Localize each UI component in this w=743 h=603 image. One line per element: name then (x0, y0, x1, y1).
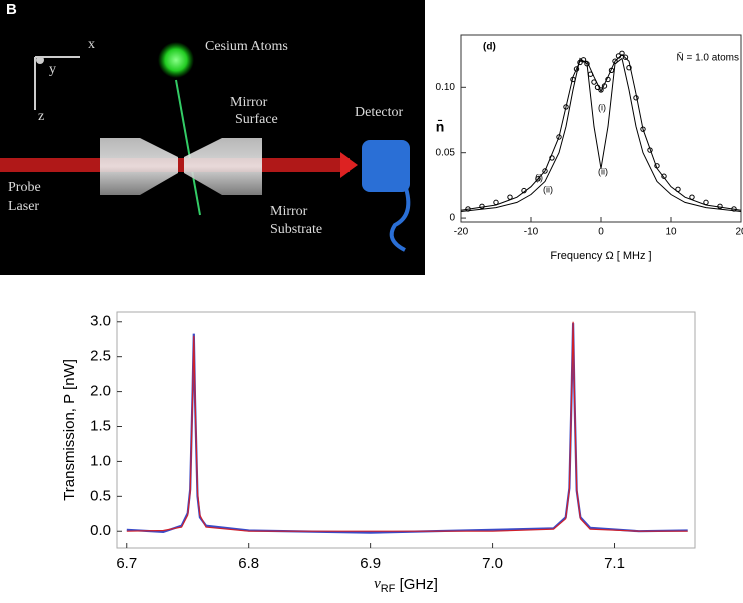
data-point (556, 134, 562, 140)
label: Probe (8, 180, 41, 195)
y-tick-label: 0.05 (436, 147, 456, 158)
series-line (460, 57, 742, 212)
data-point (521, 187, 527, 194)
axis-label: x (88, 37, 95, 52)
x-tick-label: 6.7 (116, 555, 137, 572)
x-axis-label: νRF [GHz] (374, 576, 438, 595)
y-tick-label: 3.0 (90, 313, 111, 330)
y-axis-label: n̄ (436, 118, 445, 135)
y-tick-label: 0.5 (90, 487, 111, 504)
data-point (594, 84, 601, 91)
data-point (615, 53, 622, 59)
label: Mirror (270, 204, 308, 219)
mirror (184, 138, 262, 195)
background (0, 0, 425, 275)
cable (389, 184, 411, 252)
x-tick-label: 0 (598, 227, 604, 238)
data-point (479, 203, 485, 210)
data-point (661, 173, 667, 179)
y-tick-label: 2.5 (90, 348, 111, 365)
series-line (126, 323, 688, 534)
y-axis-label: Transmission, P [nW] (61, 359, 78, 501)
x-tick-label: 20 (735, 227, 743, 238)
detector-box (362, 140, 410, 192)
data-point (507, 194, 513, 200)
x-tick-label: 7.1 (604, 555, 625, 572)
axis-label: z (38, 109, 44, 124)
label: Detector (355, 105, 404, 120)
data-point (675, 186, 681, 193)
panel-label: B (6, 1, 17, 18)
data-point (601, 83, 608, 89)
data-point (654, 163, 660, 169)
data-point (731, 206, 737, 212)
x-tick-label: -20 (454, 227, 469, 238)
plot-frame (116, 311, 696, 549)
data-point (647, 147, 653, 153)
data-point (608, 67, 615, 74)
atom-path (175, 79, 201, 216)
axis-dot (36, 56, 44, 64)
data-point (633, 95, 639, 101)
data-point (580, 57, 587, 63)
label: Surface (235, 112, 278, 127)
data-point (619, 50, 625, 57)
x-axis-symbol: ν (374, 576, 381, 592)
data-point (591, 79, 597, 85)
x-axis-unit: [GHz] (395, 576, 438, 593)
data-point (535, 176, 541, 182)
data-point (573, 66, 580, 72)
y-tick-label: 0.10 (436, 82, 456, 93)
curve-label: (ii) (598, 166, 608, 176)
data-point (549, 155, 555, 161)
data-point (493, 199, 499, 206)
annotation: N̄ = 1.0 atoms (676, 51, 739, 64)
data-point (570, 76, 576, 83)
axis-label: y (49, 62, 56, 77)
curve-label: (i) (535, 172, 543, 182)
curve-label: (ii) (543, 184, 553, 194)
data-point (622, 54, 629, 60)
data-point (465, 206, 471, 212)
x-axis-label: Frequency Ω [ MHz ] (550, 250, 651, 262)
series-line (460, 53, 742, 211)
mirror (100, 138, 178, 195)
series-line (126, 321, 688, 532)
atom-cloud (158, 42, 194, 78)
data-point (563, 104, 569, 110)
data-point (587, 71, 594, 77)
y-tick-label: 0 (449, 213, 455, 224)
data-point (605, 76, 611, 83)
y-tick-label: 1.0 (90, 452, 111, 469)
label: Mirror (230, 95, 268, 110)
data-point (689, 194, 695, 200)
label: Cesium Atoms (205, 39, 288, 54)
label: Laser (8, 199, 39, 214)
data-point (598, 87, 604, 93)
data-point (703, 199, 709, 206)
x-tick-label: 7.0 (482, 555, 503, 572)
x-tick-label: 10 (665, 227, 677, 238)
data-point (577, 59, 583, 66)
y-tick-label: 1.5 (90, 417, 111, 434)
x-tick-label: -10 (524, 227, 539, 238)
data-point (626, 64, 632, 71)
beam-arrow (340, 152, 358, 178)
data-point (717, 203, 723, 210)
x-axis-subscript: RF (381, 583, 396, 595)
y-tick-label: 0.0 (90, 522, 111, 539)
label: Substrate (270, 222, 322, 237)
panel-b: B x y z Cesium Atoms Mirror Surface Dete… (0, 0, 425, 275)
x-tick-label: 6.9 (360, 555, 381, 572)
curve-label: (i) (598, 102, 606, 112)
data-point (640, 126, 646, 132)
x-tick-label: 6.8 (238, 555, 259, 572)
y-tick-label: 2.0 (90, 383, 111, 400)
data-point (542, 168, 548, 174)
data-point (584, 61, 590, 67)
data-point (612, 58, 618, 64)
panel-label: (d) (483, 42, 496, 53)
